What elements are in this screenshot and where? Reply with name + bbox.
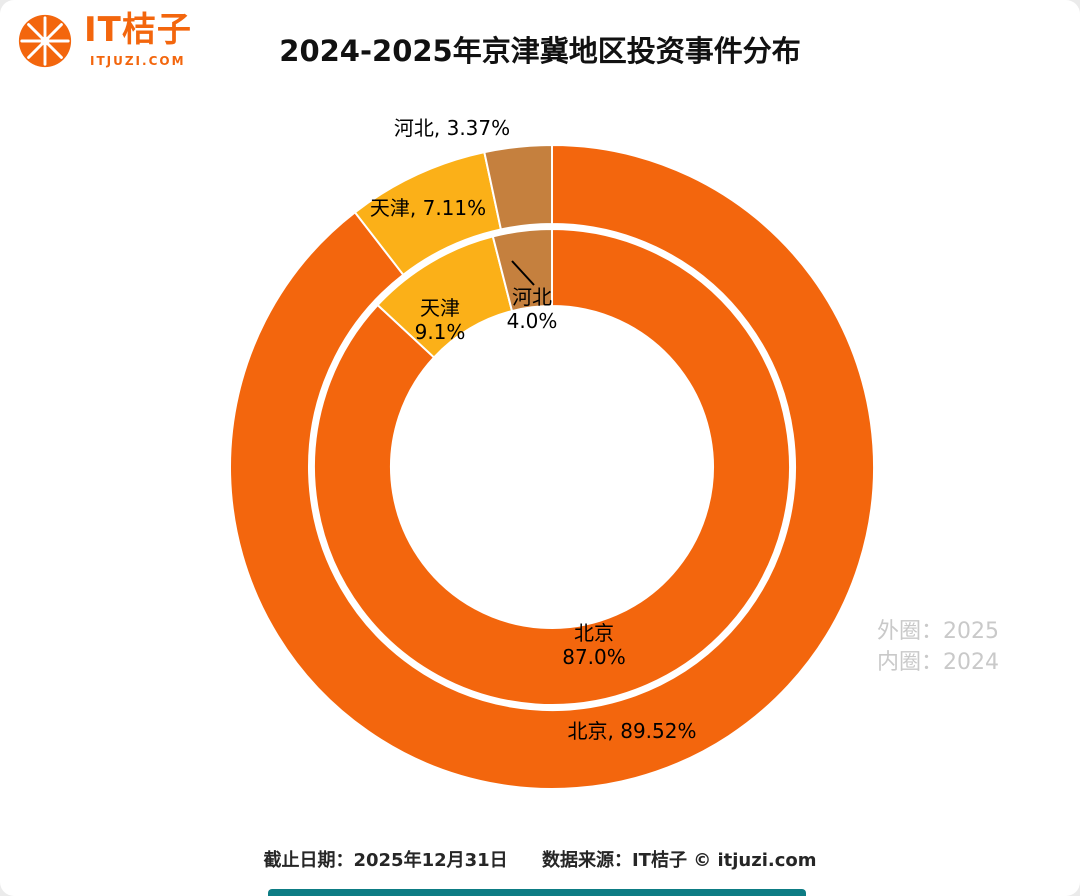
- label-inner-beijing-name: 北京: [573, 621, 614, 645]
- page-title: 2024-2025年京津冀地区投资事件分布: [279, 34, 801, 68]
- label-inner-hebei: 河北 4.0%: [507, 285, 558, 333]
- footer-data-source: 数据来源：IT桔子 © itjuzi.com: [541, 850, 817, 871]
- logo-title: IT桔子: [84, 10, 192, 50]
- donut-slice-2025-北京: [229, 144, 875, 790]
- logo-subtitle: ITJUZI.COM: [90, 54, 186, 68]
- label-inner-hebei-name: 河北: [512, 285, 552, 309]
- legend-outer-ring: 外圈：2025: [877, 619, 999, 644]
- donut-slice-2024-北京: [313, 228, 791, 706]
- orange-fruit-logo-icon: [18, 14, 72, 68]
- legend-inner-ring: 内圈：2024: [877, 650, 999, 675]
- label-inner-beijing: 北京 87.0%: [562, 621, 626, 669]
- donut-slice-2025-河北: [483, 144, 553, 231]
- hebei-2024-leader-line: [511, 260, 535, 286]
- label-inner-hebei-value: 4.0%: [506, 309, 558, 333]
- footer: 截止日期：2025年12月31日 数据来源：IT桔子 © itjuzi.com: [0, 846, 1080, 872]
- label-outer-tianjin: 天津, 7.11%: [369, 196, 487, 220]
- label-outer-hebei: 河北, 3.37%: [393, 116, 511, 140]
- footer-cutoff-date: 截止日期：2025年12月31日: [263, 850, 508, 871]
- label-outer-beijing: 北京, 89.52%: [567, 719, 697, 743]
- bottom-strip: [268, 889, 806, 896]
- label-inner-tianjin: 天津 9.1%: [415, 296, 466, 344]
- logo-text: IT桔子 ITJUZI.COM: [84, 10, 192, 68]
- label-inner-tianjin-name: 天津: [420, 296, 460, 320]
- itjuzi-logo: IT桔子 ITJUZI.COM: [16, 10, 192, 70]
- donut-arcs-layer: [229, 144, 875, 790]
- ring-legend: 外圈：2025 内圈：2024: [877, 616, 999, 678]
- label-inner-tianjin-value: 9.1%: [414, 320, 466, 344]
- donut-slice-2024-河北: [491, 228, 553, 313]
- label-inner-beijing-value: 87.0%: [562, 645, 626, 669]
